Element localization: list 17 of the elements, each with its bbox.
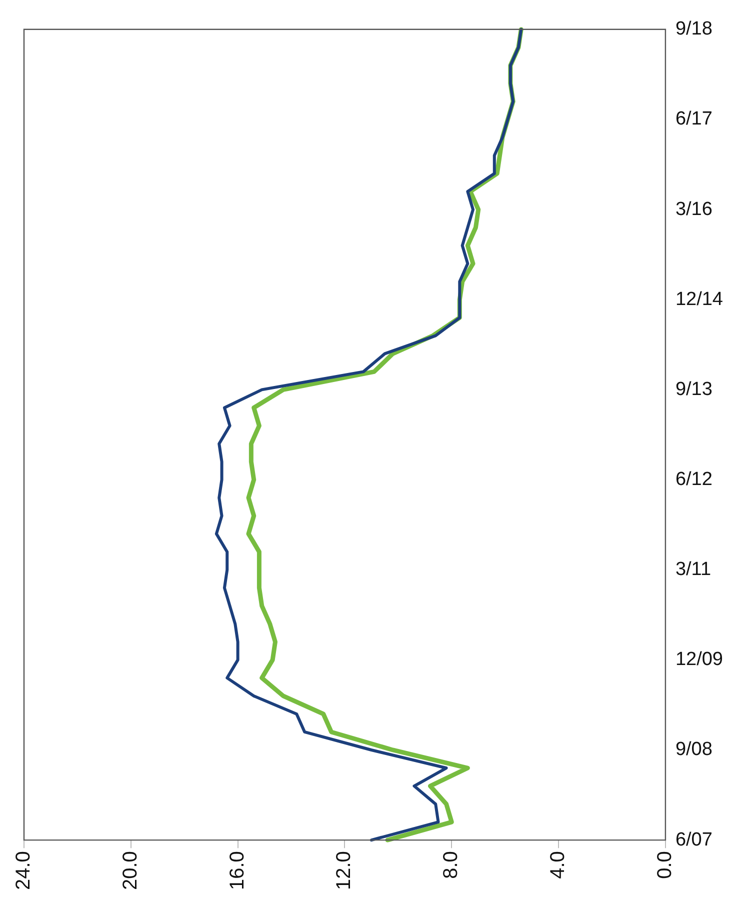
y-tick-label: 6/12 — [675, 469, 712, 490]
y-tick-label: 6/07 — [675, 829, 712, 850]
y-tick-label: 3/11 — [675, 559, 712, 580]
y-tick-label: 12/09 — [675, 649, 723, 670]
y-tick-label: 9/13 — [675, 378, 712, 400]
y-tick-label: 3/16 — [675, 198, 712, 220]
x-tick-label: 4.0 — [547, 851, 570, 879]
y-tick-label: 12/14 — [675, 288, 724, 310]
y-tick-label: 9/08 — [675, 739, 712, 760]
x-tick-label: 0.0 — [654, 851, 676, 879]
x-tick-label: 8.0 — [440, 851, 462, 879]
y-tick-label: 9/18 — [675, 18, 712, 40]
x-tick-label: 16.0 — [226, 851, 248, 890]
x-tick-label: 12.0 — [333, 851, 356, 890]
x-tick-label: 20.0 — [119, 851, 142, 890]
y-tick-label: 6/17 — [675, 108, 712, 130]
x-tick-label: 24.0 — [12, 851, 35, 890]
